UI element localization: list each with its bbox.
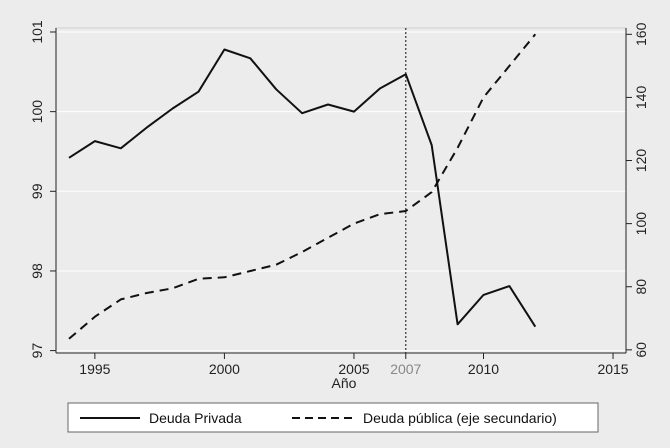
grid-lines	[56, 31, 626, 352]
legend-label-deuda-privada: Deuda Privada	[149, 410, 242, 426]
y2-tick-label-140: 140	[633, 86, 649, 110]
y-tick-label-97: 97	[29, 343, 45, 359]
y-tick-label-101: 101	[29, 20, 45, 44]
y-tick-label-98: 98	[29, 263, 45, 279]
reference-line-layer: 2007	[390, 28, 422, 377]
x-tick-label-2005: 2005	[338, 361, 369, 377]
x-tick-label-2000: 2000	[209, 361, 240, 377]
reference-line-label: 2007	[390, 361, 421, 377]
x-tick-label-2015: 2015	[597, 361, 628, 377]
series-line-deuda-privada	[68, 48, 537, 328]
series-layer	[68, 33, 537, 340]
x-tick-label-1995: 1995	[79, 361, 110, 377]
y2-tick-label-120: 120	[633, 149, 649, 173]
y2-tick-label-80: 80	[633, 279, 649, 295]
x-axis-title: Año	[332, 375, 357, 391]
legend-label-deuda-publica: Deuda pública (eje secundario)	[363, 410, 557, 426]
y2-tick-label-100: 100	[633, 212, 649, 236]
plot-area	[55, 27, 627, 354]
legend: Deuda Privada Deuda pública (eje secunda…	[67, 402, 599, 433]
series-line-deuda-publica	[68, 33, 537, 340]
y-tick-label-100: 100	[29, 100, 45, 124]
axes: 97 98 99 100 101 60 80 100 120 140 160 1995 2000 2005…	[29, 20, 649, 377]
y2-tick-label-160: 160	[633, 22, 649, 46]
x-tick-label-2010: 2010	[468, 361, 499, 377]
y2-tick-label-60: 60	[633, 342, 649, 358]
y-tick-label-99: 99	[29, 183, 45, 199]
